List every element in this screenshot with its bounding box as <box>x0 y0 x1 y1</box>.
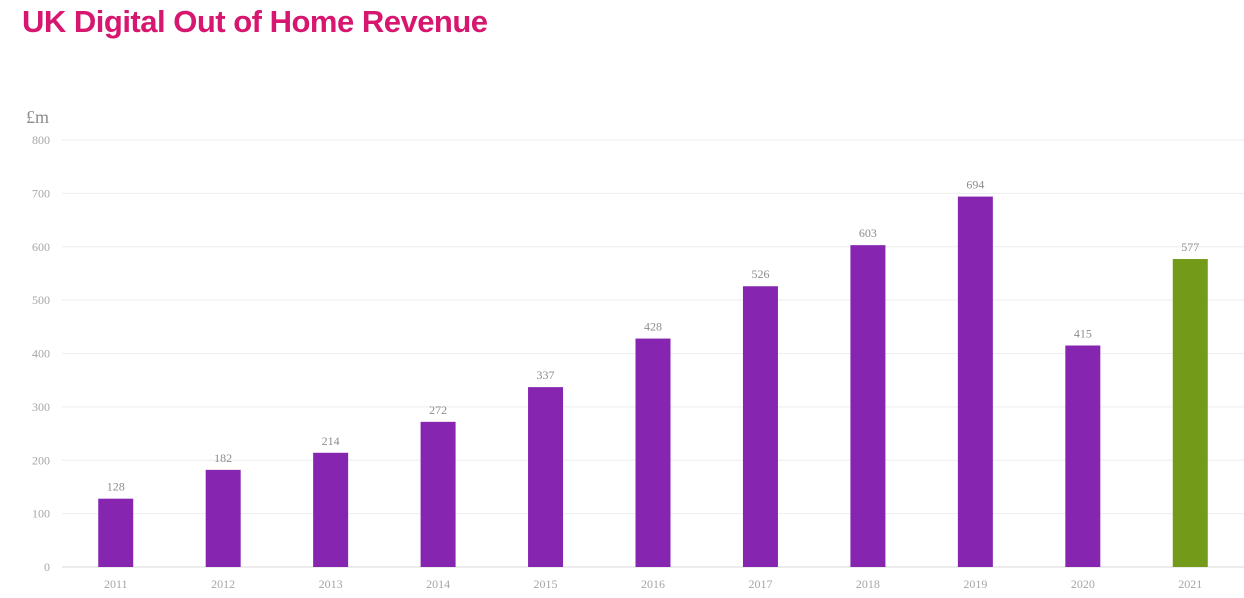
bar-2014 <box>420 421 456 567</box>
bar-2011 <box>98 498 134 567</box>
bar-2020 <box>1065 345 1101 567</box>
x-tick-label-2018: 2018 <box>856 577 880 591</box>
data-label-2018: 603 <box>859 226 877 240</box>
y-tick-label: 700 <box>32 186 50 200</box>
data-labels: 128 182 214 272 337 428 526 603 694 415 577 <box>107 178 1200 494</box>
x-tick-label-2020: 2020 <box>1071 577 1095 591</box>
data-label-2019: 694 <box>966 178 984 192</box>
y-tick-label: 800 <box>32 133 50 147</box>
data-label-2017: 526 <box>751 267 769 281</box>
x-tick-label-2019: 2019 <box>963 577 987 591</box>
x-axis-ticks: 2011 2012 2013 2014 2015 2016 2017 2018 2019 2020… <box>104 577 1202 591</box>
y-axis-unit-label: £m <box>26 107 49 127</box>
x-tick-label-2012: 2012 <box>211 577 235 591</box>
bar-2017 <box>742 286 778 567</box>
x-tick-label-2011: 2011 <box>104 577 128 591</box>
y-tick-label: 200 <box>32 453 50 467</box>
y-tick-label: 500 <box>32 293 50 307</box>
x-tick-label-2016: 2016 <box>641 577 665 591</box>
x-tick-label-2013: 2013 <box>319 577 343 591</box>
y-axis-ticks: 0 100 200 300 400 500 600 700 800 <box>32 133 50 574</box>
data-label-2014: 272 <box>429 403 447 417</box>
y-tick-label: 100 <box>32 507 50 521</box>
y-tick-label: 300 <box>32 400 50 414</box>
bar-2012 <box>205 469 241 567</box>
bar-2019 <box>957 196 993 567</box>
x-tick-label-2015: 2015 <box>534 577 558 591</box>
y-tick-label: 400 <box>32 347 50 361</box>
data-label-2013: 214 <box>322 434 340 448</box>
x-tick-label-2014: 2014 <box>426 577 450 591</box>
data-label-2011: 128 <box>107 480 125 494</box>
bar-2015 <box>528 387 564 567</box>
y-tick-label: 600 <box>32 240 50 254</box>
data-label-2021: 577 <box>1181 240 1199 254</box>
bars <box>98 196 1208 567</box>
data-label-2016: 428 <box>644 320 662 334</box>
bar-2021 <box>1172 259 1208 567</box>
x-tick-label-2021: 2021 <box>1178 577 1202 591</box>
bar-2016 <box>635 338 671 567</box>
data-label-2020: 415 <box>1074 326 1092 340</box>
x-tick-label-2017: 2017 <box>748 577 772 591</box>
page-title: UK Digital Out of Home Revenue <box>22 4 488 39</box>
bar-2013 <box>313 452 349 567</box>
bar-2018 <box>850 245 886 567</box>
data-label-2012: 182 <box>214 451 232 465</box>
data-label-2015: 337 <box>537 368 555 382</box>
y-tick-label: 0 <box>44 560 50 574</box>
